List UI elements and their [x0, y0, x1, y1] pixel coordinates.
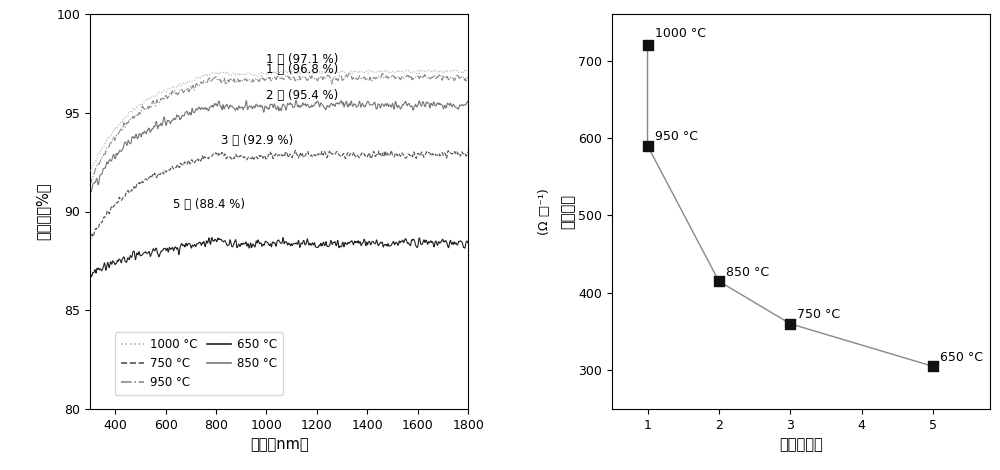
Y-axis label: 薄膜电阵: 薄膜电阵	[560, 194, 575, 229]
Point	[640, 41, 656, 49]
Text: 1 层 (96.8 %): 1 层 (96.8 %)	[266, 63, 339, 76]
Point	[925, 362, 941, 370]
Point	[782, 320, 798, 328]
Text: 3 层 (92.9 %): 3 层 (92.9 %)	[221, 134, 293, 148]
Y-axis label: 透光性（%）: 透光性（%）	[36, 183, 51, 240]
Point	[640, 142, 656, 149]
Text: 950 °C: 950 °C	[655, 130, 698, 142]
X-axis label: 波长（nm）: 波长（nm）	[250, 437, 308, 452]
Text: 1 层 (97.1 %): 1 层 (97.1 %)	[266, 54, 339, 66]
X-axis label: 石墨烯层数: 石墨烯层数	[779, 437, 823, 452]
Text: 650 °C: 650 °C	[940, 351, 983, 364]
Legend: 1000 °C, 750 °C, 950 °C, 650 °C, 850 °C: 1000 °C, 750 °C, 950 °C, 650 °C, 850 °C	[115, 332, 283, 395]
Point	[711, 277, 727, 285]
Text: 750 °C: 750 °C	[797, 308, 840, 321]
Text: 5 层 (88.4 %): 5 层 (88.4 %)	[173, 197, 245, 211]
Text: (Ω □⁻¹): (Ω □⁻¹)	[537, 188, 550, 235]
Text: 1000 °C: 1000 °C	[655, 27, 706, 40]
Text: 2 层 (95.4 %): 2 层 (95.4 %)	[266, 89, 339, 102]
Text: 850 °C: 850 °C	[726, 266, 769, 279]
